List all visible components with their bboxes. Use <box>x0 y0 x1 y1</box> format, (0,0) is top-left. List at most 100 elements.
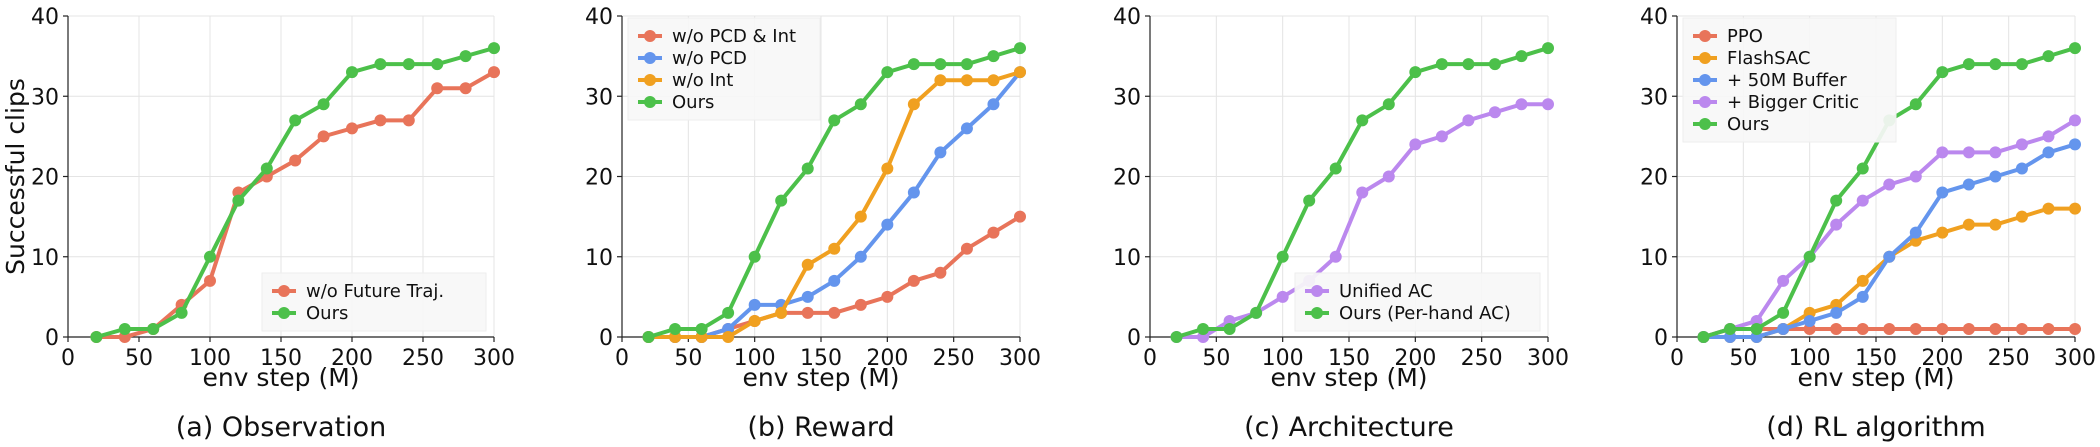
data-point <box>1276 290 1289 303</box>
data-point <box>1777 306 1790 319</box>
data-point <box>828 114 841 127</box>
data-point <box>1936 226 1949 239</box>
legend-label: Ours <box>306 303 348 324</box>
y-tick-label: 0 <box>1654 326 1668 351</box>
data-point <box>695 322 708 335</box>
data-point <box>722 331 735 343</box>
x-tick-label: 50 <box>125 346 153 371</box>
panel-caption: (d) RL algorithm <box>1766 412 1985 443</box>
data-point <box>1382 98 1395 111</box>
data-point <box>907 58 920 71</box>
data-point <box>881 162 894 175</box>
data-point <box>488 66 500 79</box>
legend-box <box>1682 17 1897 143</box>
y-tick-label: 10 <box>1113 246 1141 271</box>
data-point <box>1909 226 1922 239</box>
x-tick-label: 300 <box>2054 346 2096 371</box>
y-tick-label: 0 <box>599 326 613 351</box>
data-point <box>1777 322 1790 335</box>
chart-panel-0: 0 10 20 30 40 0 50 100 150 200 250 300 env step (M) S… <box>1 5 515 443</box>
data-point <box>374 114 387 127</box>
data-point <box>459 82 472 95</box>
data-point <box>1883 322 1896 335</box>
x-tick-label: 300 <box>473 346 515 371</box>
data-point <box>374 58 387 71</box>
x-tick-label: 150 <box>1855 346 1897 371</box>
data-point <box>1777 274 1790 287</box>
data-point <box>748 250 761 263</box>
data-point <box>1488 58 1501 71</box>
data-point <box>1435 130 1448 143</box>
x-tick-label: 150 <box>1328 346 1370 371</box>
legend-swatch-marker <box>1311 307 1323 319</box>
legend-swatch-marker <box>1699 74 1711 86</box>
legend-label: Ours (Per-hand AC) <box>1339 303 1511 324</box>
data-point <box>1909 170 1922 183</box>
data-point <box>1989 170 2002 183</box>
data-point <box>1936 186 1949 199</box>
y-tick-label: 10 <box>1640 246 1668 271</box>
data-point <box>2042 146 2055 159</box>
x-tick-label: 300 <box>999 346 1041 371</box>
data-point <box>1909 98 1922 111</box>
data-point <box>1989 218 2002 231</box>
y-tick-label: 40 <box>1113 5 1141 30</box>
data-point <box>147 322 160 335</box>
data-point <box>2015 58 2028 71</box>
data-point <box>1856 274 1869 287</box>
data-point <box>1936 322 1949 335</box>
data-point <box>748 314 761 327</box>
data-point <box>1329 162 1342 175</box>
x-tick-label: 100 <box>189 346 231 371</box>
data-point <box>1014 42 1026 55</box>
data-point <box>1488 106 1501 119</box>
y-tick-label: 30 <box>1640 85 1668 110</box>
data-point <box>90 331 103 343</box>
data-point <box>1830 322 1843 335</box>
data-point <box>317 130 330 143</box>
data-point <box>1014 66 1026 79</box>
data-point <box>1356 114 1369 127</box>
x-tick-label: 250 <box>1988 346 2030 371</box>
data-point <box>1909 322 1922 335</box>
data-point <box>317 98 330 111</box>
y-tick-label: 30 <box>31 85 59 110</box>
legend-swatch-marker <box>644 74 656 86</box>
data-point <box>934 58 947 71</box>
x-tick-label: 50 <box>1729 346 1757 371</box>
data-point <box>1462 114 1475 127</box>
data-point <box>1856 162 1869 175</box>
x-axis-label: env step (M) <box>202 363 359 392</box>
legend-swatch-marker <box>1311 285 1323 297</box>
y-tick-label: 40 <box>585 5 613 30</box>
x-tick-label: 50 <box>1202 346 1230 371</box>
data-point <box>1856 322 1869 335</box>
data-point <box>1409 138 1422 151</box>
data-point <box>1883 178 1896 191</box>
data-point <box>2015 138 2028 151</box>
y-tick-label: 20 <box>1113 166 1141 191</box>
data-point <box>1803 314 1816 327</box>
legend-box <box>1294 272 1541 332</box>
data-point <box>2042 50 2055 63</box>
data-point <box>1962 218 1975 231</box>
x-tick-label: 250 <box>933 346 975 371</box>
y-tick-label: 40 <box>1640 5 1668 30</box>
data-point <box>987 74 1000 87</box>
y-tick-label: 10 <box>585 246 613 271</box>
legend-swatch-marker <box>644 30 656 42</box>
data-point <box>907 186 920 199</box>
data-point <box>722 306 735 319</box>
data-point <box>2015 162 2028 175</box>
data-point <box>1382 170 1395 183</box>
legend-label: w/o PCD <box>672 48 747 69</box>
data-point <box>934 74 947 87</box>
data-point <box>1750 322 1763 335</box>
data-point <box>175 306 188 319</box>
x-tick-label: 0 <box>1670 346 1684 371</box>
data-point <box>1830 306 1843 319</box>
data-point <box>431 82 444 95</box>
data-point <box>1515 50 1528 63</box>
